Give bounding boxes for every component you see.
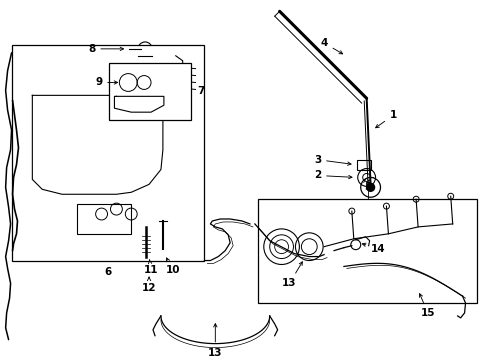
Text: 8: 8 [88,44,123,54]
Text: 14: 14 [362,243,385,254]
Text: 10: 10 [165,258,180,275]
Text: 15: 15 [419,294,434,318]
Text: 6: 6 [103,267,111,278]
Text: 3: 3 [313,155,350,165]
Text: 1: 1 [375,110,396,128]
Circle shape [366,183,374,191]
Bar [356,159,370,170]
Bar [77,204,131,234]
Text: 2: 2 [313,171,351,180]
Bar [12,45,204,261]
Text: 4: 4 [320,38,342,54]
Bar [109,63,190,120]
Text: 7: 7 [197,86,204,96]
Text: 9: 9 [95,77,117,87]
Bar [257,199,476,303]
Text: 11: 11 [143,260,158,275]
Text: 13: 13 [208,324,222,357]
Text: 12: 12 [142,277,156,293]
Text: 13: 13 [282,262,302,288]
Text: 5: 5 [363,182,370,192]
